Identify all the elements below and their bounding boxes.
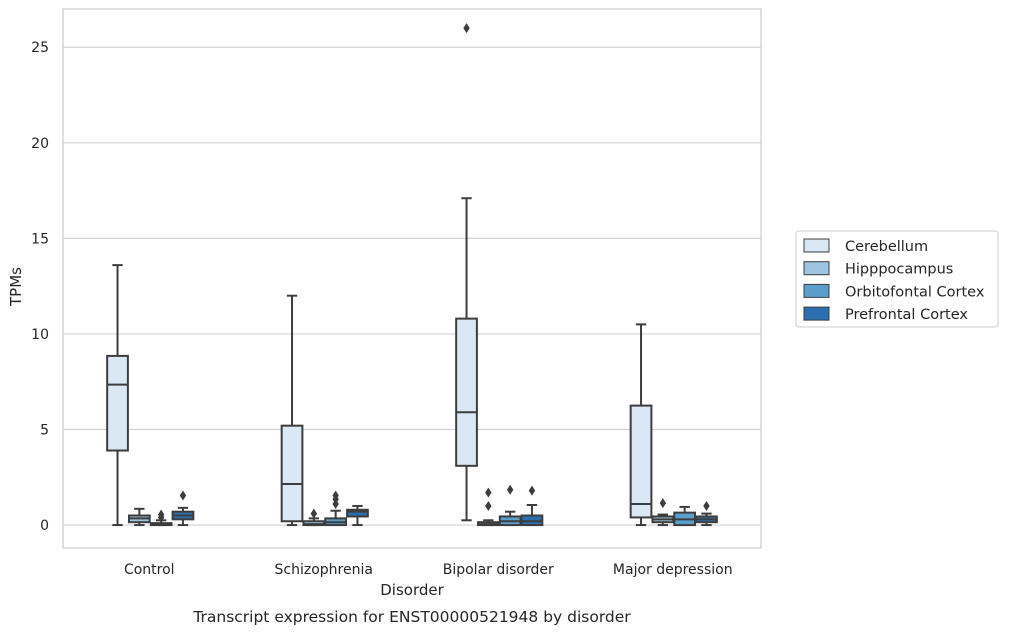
y-axis-ticks: 0 5 10 15 20 25 xyxy=(31,40,49,534)
boxes xyxy=(106,23,718,527)
legend-swatch xyxy=(803,261,830,276)
outlier-point xyxy=(157,509,165,520)
outlier-point xyxy=(332,490,339,501)
legend-item-prefrontal-cortex: Prefrontal Cortex xyxy=(803,306,968,323)
legend-item-hipppocampus: Hipppocampus xyxy=(803,261,953,278)
y-axis-label: TPMs xyxy=(7,267,25,307)
legend-frame xyxy=(795,230,999,328)
iqr-box xyxy=(280,424,304,523)
box-major-depression-hipppocampus xyxy=(651,498,675,527)
outlier-point xyxy=(506,484,514,495)
outlier-point xyxy=(485,500,492,511)
x-axis-category-labels: Control Schizophrenia Bipolar disorder Majo… xyxy=(124,562,733,578)
box-control-prefrontal-cortex xyxy=(171,490,195,527)
legend: Cerebellum Hipppocampus Orbitofontal Corte… xyxy=(795,230,999,328)
box-major-depression-prefrontal-cortex xyxy=(695,500,718,527)
x-axis-label: Disorder xyxy=(380,581,444,599)
outlier-point xyxy=(310,508,318,519)
box-schizophrenia-orbitofontal-cortex xyxy=(324,490,348,527)
y-tick-label-25: 25 xyxy=(31,40,49,56)
outlier-point xyxy=(179,490,187,501)
legend-label: Hipppocampus xyxy=(845,262,953,278)
legend-label: Cerebellum xyxy=(845,239,928,255)
plot-frame xyxy=(62,8,762,549)
box-major-depression-orbitofontal-cortex xyxy=(673,505,697,527)
y-tick-label-15: 15 xyxy=(31,231,49,247)
box-bipolar-disorder-orbitofontal-cortex xyxy=(498,484,522,527)
y-tick-label-10: 10 xyxy=(31,327,49,343)
gridlines xyxy=(63,46,761,526)
legend-label: Orbitofontal Cortex xyxy=(845,284,985,300)
legend-swatch xyxy=(803,306,830,321)
box-major-depression-cerebellum xyxy=(629,323,653,527)
box-bipolar-disorder-prefrontal-cortex xyxy=(520,485,544,527)
legend-item-cerebellum: Cerebellum xyxy=(803,238,928,255)
x-tick-label-schizophrenia: Schizophrenia xyxy=(275,562,373,578)
box-control-orbitofontal-cortex xyxy=(149,509,173,527)
box-schizophrenia-hipppocampus xyxy=(302,508,326,527)
y-tick-label-0: 0 xyxy=(40,518,49,534)
outlier-point xyxy=(703,500,710,511)
legend-swatch xyxy=(803,238,830,253)
box-bipolar-disorder-cerebellum xyxy=(455,23,478,522)
outlier-point xyxy=(463,23,470,34)
box-schizophrenia-cerebellum xyxy=(280,294,304,527)
y-tick-label-5: 5 xyxy=(40,422,49,438)
iqr-box xyxy=(455,317,478,467)
legend-items: Cerebellum Hipppocampus Orbitofontal Corte… xyxy=(803,238,985,323)
y-tick-label-20: 20 xyxy=(31,136,49,152)
x-tick-label-bipolar-disorder: Bipolar disorder xyxy=(443,562,554,578)
box-schizophrenia-prefrontal-cortex xyxy=(346,504,369,527)
outlier-point xyxy=(485,487,492,498)
outlier-point xyxy=(659,498,667,509)
chart-title: Transcript expression for ENST0000052194… xyxy=(192,608,631,626)
legend-label: Prefrontal Cortex xyxy=(845,307,968,323)
iqr-box xyxy=(106,354,129,452)
x-tick-label-major-depression: Major depression xyxy=(613,562,733,578)
x-tick-label-control: Control xyxy=(124,562,175,578)
box-control-hipppocampus xyxy=(127,507,151,527)
box-control-cerebellum xyxy=(106,264,129,527)
box-bipolar-disorder-hipppocampus xyxy=(476,487,500,527)
legend-item-orbitofontal-cortex: Orbitofontal Cortex xyxy=(803,283,985,300)
iqr-box xyxy=(346,508,369,518)
iqr-box xyxy=(629,404,653,519)
outlier-point xyxy=(528,485,536,496)
legend-swatch xyxy=(803,283,830,298)
